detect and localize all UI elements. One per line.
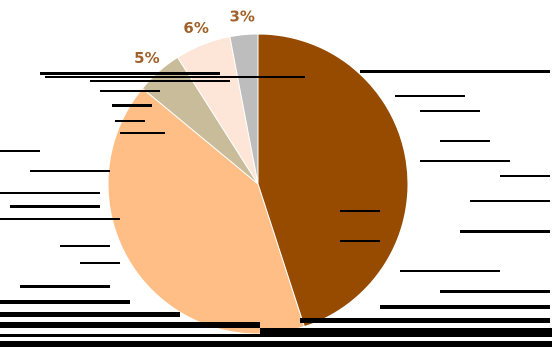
scanline-stripe-21 <box>460 230 550 233</box>
scanline-stripe-24 <box>80 262 120 264</box>
scanline-stripe-23 <box>340 240 380 242</box>
scanline-stripe-14 <box>30 170 110 172</box>
scanline-stripe-3 <box>90 80 230 82</box>
scanline-stripe-15 <box>500 175 550 177</box>
scanline-stripe-20 <box>0 218 120 220</box>
slice-labels: 5% 6% 3% <box>134 8 255 67</box>
scanline-stripe-30 <box>0 312 180 317</box>
scanline-stripe-13 <box>420 160 510 162</box>
pie-slice-5 <box>229 33 259 185</box>
scanline-stripe-12 <box>0 150 40 152</box>
scanline-stripe-2 <box>45 76 305 78</box>
slice-label-4: 6% <box>183 19 208 37</box>
scanline-stripe-7 <box>112 104 152 107</box>
scanline-stripe-17 <box>470 200 550 202</box>
scanline-stripe-22 <box>60 245 110 247</box>
slice-label-5: 3% <box>229 8 254 26</box>
scanline-stripe-25 <box>400 270 500 272</box>
scanline-stripe-5 <box>100 90 160 92</box>
scanline-stripe-34 <box>0 334 552 337</box>
scanline-stripe-18 <box>10 205 100 208</box>
scanline-stripe-29 <box>380 305 550 309</box>
pie-slice-1 <box>257 33 409 328</box>
scanline-stripe-31 <box>300 318 550 323</box>
scanline-stripe-9 <box>115 120 145 122</box>
scanline-stripe-35 <box>0 341 552 347</box>
scanline-stripe-11 <box>440 140 490 142</box>
scanline-stripe-8 <box>420 110 480 112</box>
scanline-stripe-1 <box>40 72 220 75</box>
slice-label-3: 5% <box>134 49 159 67</box>
scanline-artifacts <box>0 70 552 347</box>
scanline-stripe-27 <box>440 290 550 293</box>
scanline-stripe-19 <box>340 210 380 212</box>
scanline-stripe-4 <box>360 70 550 73</box>
scanline-stripe-28 <box>0 300 130 304</box>
scanline-stripe-33 <box>260 328 552 334</box>
scanline-stripe-16 <box>0 192 100 194</box>
scanline-stripe-26 <box>20 285 110 288</box>
scanline-stripe-10 <box>120 132 165 134</box>
pie-slice-2 <box>107 87 305 335</box>
scanline-stripe-32 <box>0 322 260 328</box>
pie-slices <box>107 33 409 335</box>
scanline-stripe-6 <box>395 95 465 97</box>
